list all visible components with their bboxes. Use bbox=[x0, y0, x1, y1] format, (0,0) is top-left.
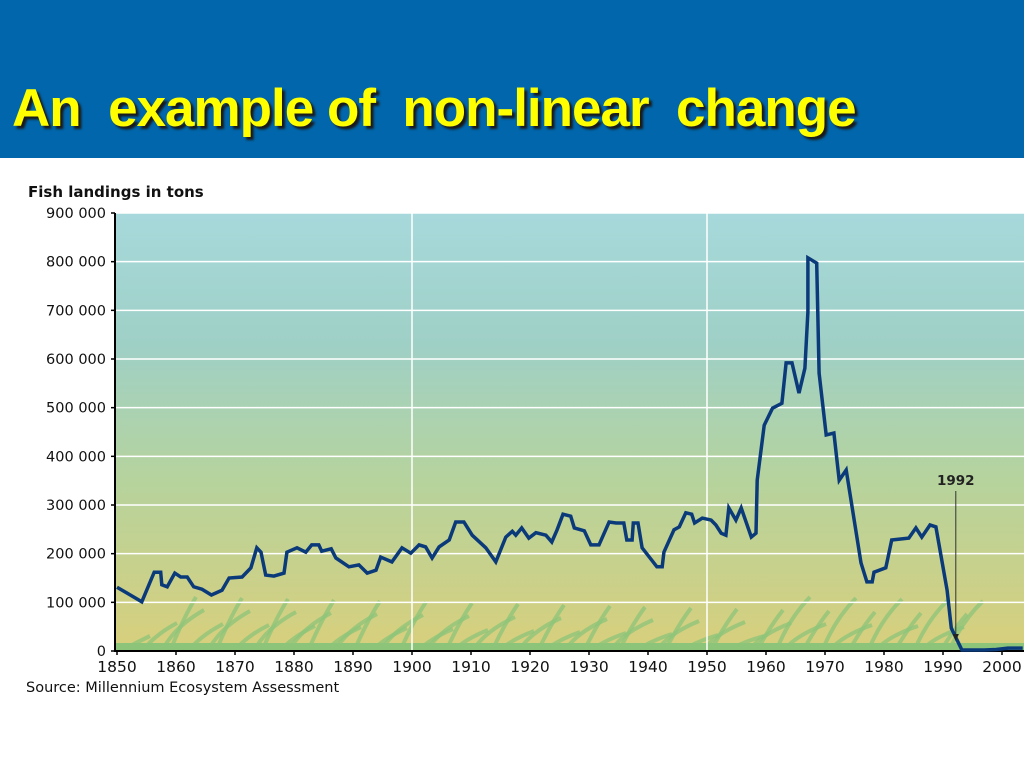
x-tick-label: 1990 bbox=[923, 658, 962, 676]
x-tick-label: 1940 bbox=[628, 658, 667, 676]
y-tick-label: 500 000 bbox=[46, 401, 106, 417]
y-axis-label: Fish landings in tons bbox=[28, 183, 204, 201]
y-tick-label: 600 000 bbox=[46, 352, 106, 368]
x-tick-label: 1890 bbox=[333, 658, 372, 676]
title-bar: An example of non-linear change bbox=[0, 0, 1024, 158]
x-tick-label: 1850 bbox=[97, 658, 136, 676]
x-tick-label: 1910 bbox=[451, 658, 490, 676]
x-tick-label: 1920 bbox=[510, 658, 549, 676]
x-tick-label: 1980 bbox=[864, 658, 903, 676]
seabed-band bbox=[115, 643, 1024, 651]
x-tick-label: 1860 bbox=[156, 658, 195, 676]
x-tick-label: 1930 bbox=[569, 658, 608, 676]
x-tick-label: 2000 bbox=[982, 658, 1021, 676]
y-tick-label: 900 000 bbox=[46, 206, 106, 222]
slide-title: An example of non-linear change bbox=[12, 79, 857, 138]
source-note: Source: Millennium Ecosystem Assessment bbox=[26, 680, 340, 696]
x-tick-label: 1950 bbox=[687, 658, 726, 676]
x-tick-label: 1880 bbox=[274, 658, 313, 676]
x-tick-label: 1870 bbox=[215, 658, 254, 676]
x-tick-label: 1900 bbox=[392, 658, 431, 676]
y-tick-label: 0 bbox=[97, 644, 106, 660]
y-tick-label: 400 000 bbox=[46, 449, 106, 465]
plot-background bbox=[115, 213, 1024, 651]
y-tick-label: 200 000 bbox=[46, 547, 106, 563]
x-tick-label: 1970 bbox=[805, 658, 844, 676]
y-tick-label: 800 000 bbox=[46, 255, 106, 271]
annotation-label-1992: 1992 bbox=[937, 473, 975, 489]
y-tick-label: 300 000 bbox=[46, 498, 106, 514]
y-tick-label: 700 000 bbox=[46, 303, 106, 319]
seaweed-decoration bbox=[115, 595, 1024, 651]
x-tick-label: 1960 bbox=[746, 658, 785, 676]
series-line-fish-landings bbox=[116, 254, 1023, 652]
y-tick-label: 100 000 bbox=[46, 595, 106, 611]
annotation-arrowhead-icon bbox=[952, 634, 959, 641]
